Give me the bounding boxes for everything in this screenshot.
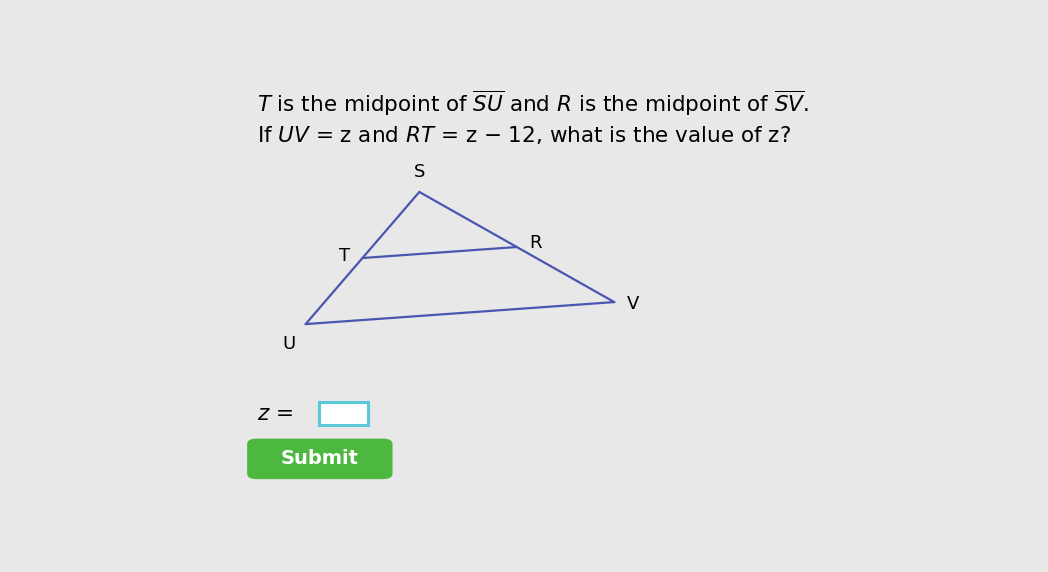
Text: $T$ is the midpoint of $\overline{SU}$ and $R$ is the midpoint of $\overline{SV}: $T$ is the midpoint of $\overline{SU}$ a… xyxy=(257,89,809,118)
Text: V: V xyxy=(627,295,639,313)
Text: S: S xyxy=(414,163,425,181)
FancyBboxPatch shape xyxy=(320,403,368,426)
Text: T: T xyxy=(340,247,350,265)
Text: $z$ =: $z$ = xyxy=(257,404,296,424)
Text: R: R xyxy=(529,235,542,252)
Text: If $UV$ = z and $RT$ = z $-$ 12, what is the value of z?: If $UV$ = z and $RT$ = z $-$ 12, what is… xyxy=(257,124,791,146)
Text: Submit: Submit xyxy=(281,450,358,468)
Text: U: U xyxy=(283,335,296,353)
FancyBboxPatch shape xyxy=(247,439,393,479)
